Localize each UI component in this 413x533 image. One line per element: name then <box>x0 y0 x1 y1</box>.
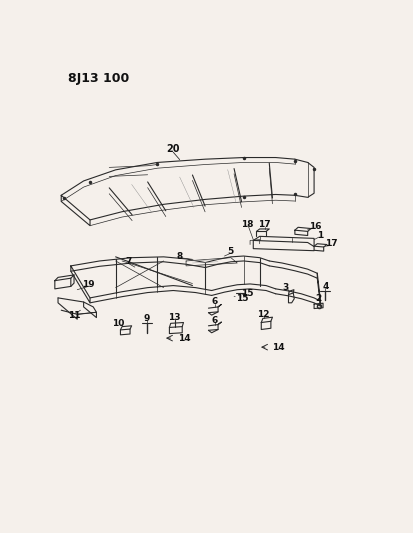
Text: 8: 8 <box>176 252 183 261</box>
Text: 20: 20 <box>166 144 180 155</box>
Text: 15: 15 <box>241 289 253 298</box>
Text: 2: 2 <box>316 294 322 303</box>
Text: 9: 9 <box>144 314 150 323</box>
Text: 18: 18 <box>241 220 253 229</box>
Text: 19: 19 <box>82 280 95 289</box>
Text: 14: 14 <box>273 343 285 352</box>
Text: 4: 4 <box>322 282 328 291</box>
Text: 16: 16 <box>309 222 322 231</box>
Text: 6: 6 <box>212 316 218 325</box>
Text: 7: 7 <box>125 257 132 266</box>
Text: 15: 15 <box>236 294 248 303</box>
Text: 6: 6 <box>212 297 218 306</box>
Text: 10: 10 <box>112 319 124 328</box>
Text: 8J13 100: 8J13 100 <box>68 72 129 85</box>
Text: 17: 17 <box>259 220 271 229</box>
Text: 11: 11 <box>68 311 80 320</box>
Text: 12: 12 <box>256 310 269 319</box>
Text: 1: 1 <box>317 231 323 240</box>
Text: 14: 14 <box>178 334 191 343</box>
Text: 17: 17 <box>325 239 338 248</box>
Text: 13: 13 <box>168 313 180 322</box>
Text: 3: 3 <box>282 283 288 292</box>
Text: 5: 5 <box>228 247 234 256</box>
